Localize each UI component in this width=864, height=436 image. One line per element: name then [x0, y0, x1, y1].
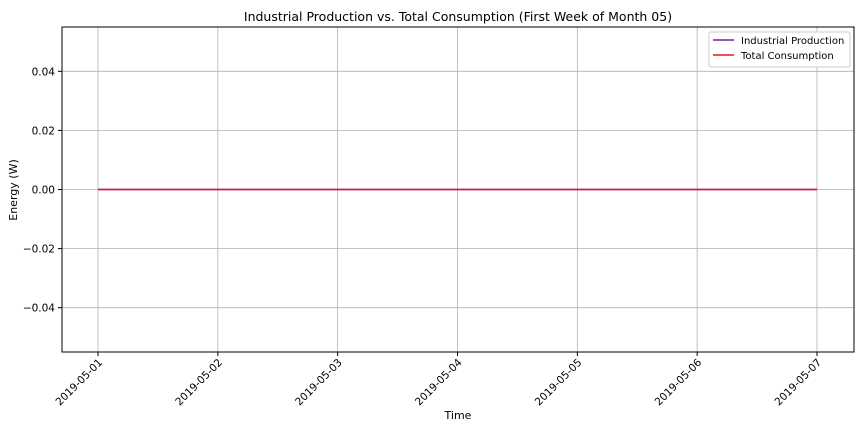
y-axis-label: Energy (W) — [7, 159, 20, 220]
x-tick-label: 2019-05-05 — [533, 357, 585, 409]
chart-title: Industrial Production vs. Total Consumpt… — [244, 9, 672, 24]
x-tick-label: 2019-05-03 — [293, 357, 345, 409]
x-axis-ticks: 2019-05-01 2019-05-02 2019-05-03 2019-05-04… — [53, 352, 824, 408]
legend-box — [708, 31, 851, 68]
y-tick-label: 0.02 — [32, 125, 55, 137]
x-axis-label: Time — [444, 409, 472, 422]
legend-label-industrial-production: Industrial Production — [741, 36, 844, 47]
x-tick-label: 2019-05-01 — [53, 357, 105, 409]
y-tick-label: 0.00 — [32, 185, 55, 197]
y-tick-label: −0.02 — [23, 244, 55, 256]
x-tick-label: 2019-05-07 — [772, 357, 824, 409]
x-tick-label: 2019-05-02 — [173, 357, 225, 409]
y-tick-label: −0.04 — [23, 303, 55, 315]
legend-label-total-consumption: Total Consumption — [740, 51, 834, 62]
legend: Industrial Production Total Consumption — [708, 31, 851, 68]
y-tick-label: 0.04 — [32, 66, 56, 78]
x-tick-label: 2019-05-06 — [653, 356, 705, 408]
y-axis-ticks: 0.04 0.02 0.00 −0.02 −0.04 — [23, 66, 62, 315]
x-tick-label: 2019-05-04 — [413, 356, 465, 408]
